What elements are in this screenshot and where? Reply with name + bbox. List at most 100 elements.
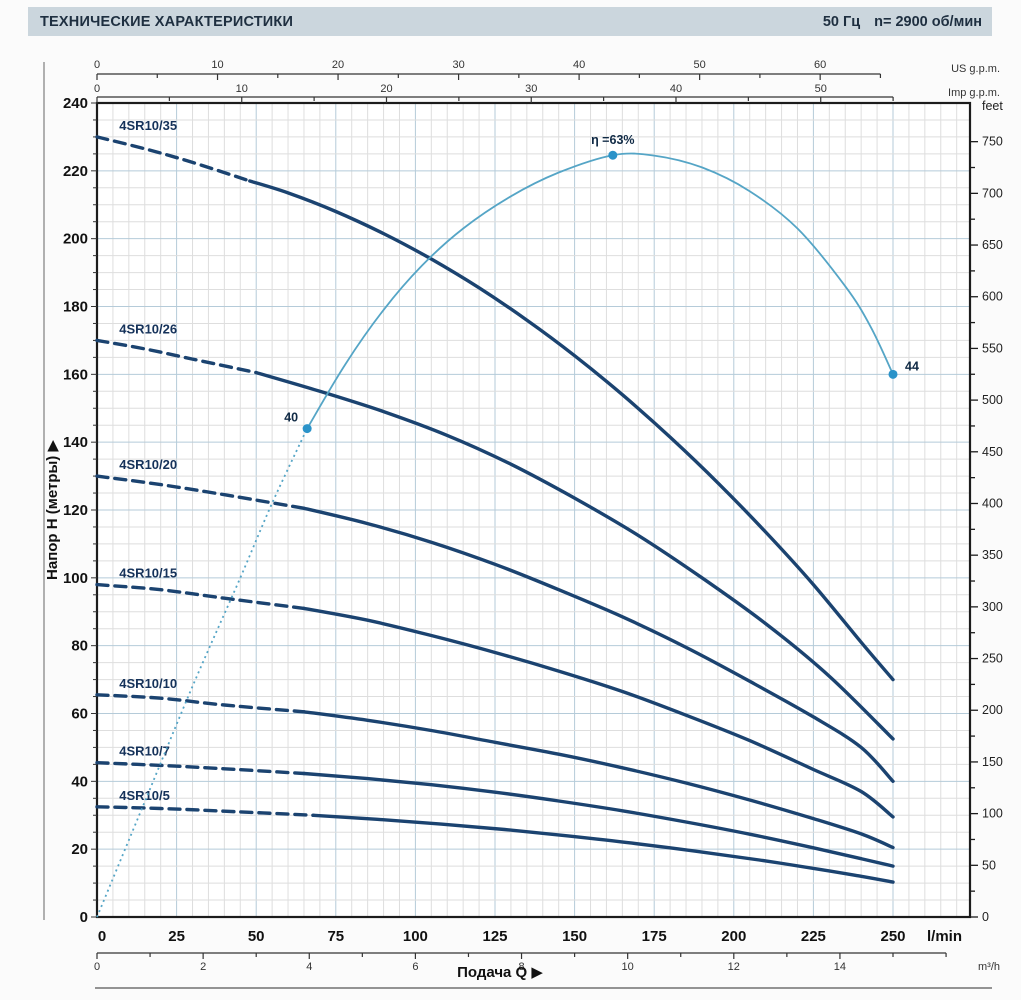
svg-text:40: 40 [670,83,682,95]
svg-text:14: 14 [834,961,846,973]
svg-text:0: 0 [982,910,989,924]
svg-text:50: 50 [982,858,996,872]
svg-text:125: 125 [482,928,507,945]
svg-text:50: 50 [694,59,706,71]
svg-text:150: 150 [562,928,587,945]
axis-lmin: 0 25 50 75 100 125 150 175 200 225 250 l/min [98,928,962,945]
svg-text:12: 12 [728,961,740,973]
svg-text:200: 200 [982,703,1003,717]
svg-text:400: 400 [982,496,1003,510]
svg-text:100: 100 [403,928,428,945]
svg-text:25: 25 [168,928,185,945]
curve-label-4SR10/15: 4SR10/15 [119,566,177,581]
svg-text:10: 10 [211,59,223,71]
svg-text:20: 20 [332,59,344,71]
svg-text:250: 250 [982,652,1003,666]
efficiency-curve: 40 η =63% 44 [96,133,919,918]
header-bar: ТЕХНИЧЕСКИЕ ХАРАКТЕРИСТИКИ 50 Гц n= 2900 … [28,7,992,36]
svg-text:175: 175 [642,928,667,945]
svg-text:30: 30 [452,59,464,71]
svg-text:700: 700 [982,186,1003,200]
curve-label-4SR10/5: 4SR10/5 [119,788,170,803]
svg-text:200: 200 [721,928,746,945]
efficiency-marker-label: η =63% [591,133,634,147]
svg-text:120: 120 [63,502,88,519]
svg-text:300: 300 [982,600,1003,614]
svg-text:600: 600 [982,290,1003,304]
efficiency-dotted [96,428,308,918]
efficiency-marker-40 [302,424,312,434]
svg-text:250: 250 [880,928,905,945]
svg-text:0: 0 [98,928,106,945]
svg-text:350: 350 [982,548,1003,562]
svg-text:50: 50 [815,83,827,95]
svg-text:0: 0 [94,83,100,95]
svg-text:75: 75 [327,928,344,945]
curve-dashed-4SR10/5 [95,805,316,817]
svg-text:220: 220 [63,163,88,180]
svg-text:500: 500 [982,393,1003,407]
svg-text:160: 160 [63,366,88,383]
efficiency-marker-44 [888,369,898,379]
svg-text:2: 2 [200,961,206,973]
pump-curves: 4SR10/35 4SR10/26 4SR10/20 4SR10/15 4SR10/10… [95,118,895,884]
us-gpm-unit: US g.p.m. [951,63,1000,75]
curve-dashed-4SR10/10 [95,693,306,714]
curve-dashed-4SR10/20 [95,474,306,510]
curve-label-4SR10/10: 4SR10/10 [119,676,177,691]
axis-head-m: 0 20 40 60 80 100 120 140 160 180 200 220 240 Напор H… [43,62,97,926]
svg-text:6: 6 [412,961,418,973]
svg-text:20: 20 [71,841,88,858]
curve-4SR10/35 [248,179,895,682]
svg-text:0: 0 [80,909,88,926]
m3h-unit: m³/h [978,961,1000,973]
svg-text:8: 8 [518,961,524,973]
frequency-label: 50 Гц [822,13,861,30]
header-specs: 50 Гц n= 2900 об/мин [823,14,982,30]
curve-dashed-4SR10/15 [95,582,306,611]
svg-text:200: 200 [63,231,88,248]
svg-text:140: 140 [63,434,88,451]
svg-text:180: 180 [63,299,88,316]
svg-text:60: 60 [71,706,88,723]
svg-text:50: 50 [248,928,265,945]
curve-4SR10/7 [302,771,895,868]
svg-text:4: 4 [306,961,312,973]
lmin-unit: l/min [927,928,962,945]
curve-dashed-4SR10/35 [95,135,252,183]
curve-label-4SR10/26: 4SR10/26 [119,321,177,336]
curve-dashed-4SR10/26 [95,338,258,375]
svg-text:40: 40 [573,59,585,71]
svg-text:150: 150 [982,755,1003,769]
page-title: ТЕХНИЧЕСКИЕ ХАРАКТЕРИСТИКИ [40,13,294,30]
curve-label-4SR10/35: 4SR10/35 [119,118,177,133]
efficiency-marker-label: 40 [284,411,298,425]
curve-4SR10/15 [302,606,895,819]
svg-text:550: 550 [982,341,1003,355]
svg-text:80: 80 [71,638,88,655]
svg-text:100: 100 [982,807,1003,821]
svg-text:450: 450 [982,445,1003,459]
svg-text:750: 750 [982,135,1003,149]
svg-text:30: 30 [525,83,537,95]
axis-imp-gpm: 0 10 20 30 40 50 Imp g.p.m. [94,83,1000,103]
curve-4SR10/10 [302,710,895,850]
axis-feet: 0 50 100 150 200 250 300 350 400 450 500 550 600 650 7… [970,99,1003,924]
svg-text:40: 40 [71,773,88,790]
feet-unit: feet [982,99,1003,113]
grid [97,103,970,917]
curve-4SR10/20 [302,506,895,783]
curve-dashed-4SR10/7 [95,761,306,776]
svg-text:240: 240 [63,95,88,112]
curve-4SR10/5 [311,813,895,884]
svg-text:100: 100 [63,570,88,587]
curve-4SR10/26 [254,370,895,741]
imp-gpm-unit: Imp g.p.m. [948,87,1000,99]
speed-label: n= 2900 об/мин [874,13,982,30]
efficiency-marker-η =63% [608,150,618,160]
curve-label-4SR10/20: 4SR10/20 [119,457,177,472]
svg-text:20: 20 [380,83,392,95]
axis-us-gpm: 0 10 20 30 40 50 60 US g.p.m. [94,59,1000,80]
svg-text:60: 60 [814,59,826,71]
